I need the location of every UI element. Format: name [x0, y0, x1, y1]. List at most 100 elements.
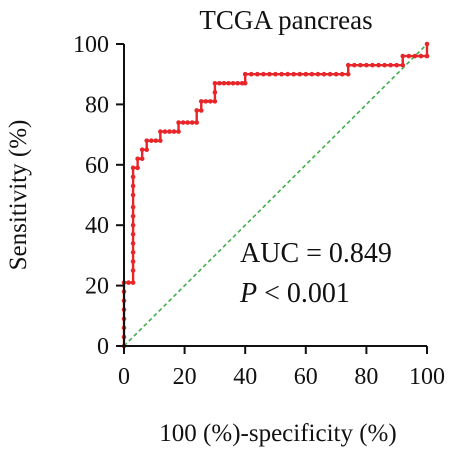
roc-point	[153, 138, 159, 143]
roc-point	[303, 71, 309, 77]
x-tick-label: 0	[118, 364, 130, 390]
roc-point	[285, 71, 290, 77]
roc-point	[217, 80, 222, 86]
roc-point	[176, 120, 181, 125]
roc-point	[339, 71, 345, 77]
roc-point	[279, 71, 284, 77]
p-value-text: < 0.001	[257, 278, 350, 309]
x-tick-label: 20	[173, 364, 197, 390]
roc-point	[130, 213, 136, 219]
roc-point	[351, 62, 357, 68]
roc-point	[135, 165, 140, 171]
roc-point	[130, 241, 136, 246]
x-axis-label: 100 (%)-specificity (%)	[159, 420, 396, 447]
roc-point	[130, 204, 136, 210]
roc-point	[315, 71, 321, 77]
roc-point	[327, 71, 333, 77]
y-axis-label: Sensitivity (%)	[5, 120, 32, 271]
roc-point	[130, 174, 136, 180]
y-tick-label: 100	[73, 32, 109, 58]
roc-point	[382, 62, 387, 68]
roc-point	[358, 62, 363, 68]
roc-point	[242, 80, 248, 86]
roc-point	[135, 156, 140, 162]
roc-point	[130, 222, 136, 228]
roc-point	[130, 250, 136, 255]
roc-point	[198, 108, 204, 113]
roc-point	[267, 71, 272, 77]
p-symbol: P	[239, 278, 257, 309]
roc-point	[167, 129, 172, 134]
roc-point	[148, 138, 154, 143]
roc-point	[221, 80, 227, 86]
chart-title: TCGA pancreas	[199, 5, 372, 35]
y-tick-label: 80	[85, 92, 109, 118]
roc-point	[194, 108, 200, 113]
y-tick-label: 20	[85, 274, 109, 300]
roc-point	[185, 120, 190, 125]
roc-point	[242, 71, 248, 77]
roc-point	[345, 71, 351, 77]
roc-point	[235, 80, 240, 86]
roc-point	[130, 259, 136, 264]
y-tick-label: 40	[85, 213, 109, 239]
roc-point	[364, 62, 369, 68]
roc-point	[158, 138, 163, 143]
roc-point	[345, 62, 351, 68]
roc-point	[139, 156, 145, 162]
roc-point	[226, 80, 231, 86]
x-tick-label: 60	[294, 364, 318, 390]
roc-point	[194, 120, 200, 125]
roc-point	[144, 138, 150, 143]
roc-point	[176, 129, 181, 134]
roc-point	[255, 71, 260, 77]
plot-area	[121, 41, 430, 349]
roc-point	[130, 268, 136, 273]
roc-point	[139, 147, 145, 152]
roc-point	[208, 99, 213, 104]
roc-point	[424, 41, 430, 47]
roc-point	[424, 53, 430, 59]
roc-point	[406, 53, 412, 59]
roc-point	[171, 129, 177, 134]
roc-point	[212, 80, 218, 86]
roc-point	[388, 62, 393, 68]
roc-point	[376, 62, 381, 68]
roc-point	[180, 120, 186, 125]
roc-point	[309, 71, 315, 77]
roc-point	[370, 62, 375, 68]
x-tick-label: 100	[409, 364, 445, 390]
roc-point	[130, 183, 136, 189]
roc-point	[162, 129, 168, 134]
roc-point	[203, 99, 209, 104]
roc-point	[212, 99, 218, 104]
x-tick-label: 40	[233, 364, 257, 390]
roc-point	[394, 62, 400, 68]
p-value-annotation: P < 0.001	[239, 278, 350, 309]
y-tick-label: 60	[85, 153, 109, 179]
roc-point	[130, 280, 136, 285]
roc-point	[130, 165, 136, 171]
x-tick-label: 80	[354, 364, 378, 390]
roc-point	[130, 231, 136, 237]
roc-point	[297, 71, 303, 77]
roc-point	[230, 80, 236, 86]
roc-point	[273, 71, 278, 77]
roc-point	[412, 53, 418, 59]
roc-point	[248, 71, 254, 77]
y-tick-label: 0	[97, 334, 109, 360]
roc-point	[212, 90, 218, 95]
auc-annotation: AUC = 0.849	[240, 238, 392, 269]
roc-point	[321, 71, 327, 77]
roc-point	[198, 99, 204, 104]
roc-point	[144, 147, 150, 152]
roc-point	[130, 192, 136, 198]
roc-point	[126, 280, 131, 285]
reference-diagonal-line	[123, 43, 428, 347]
roc-point	[418, 53, 424, 59]
roc-point	[291, 71, 296, 77]
roc-point	[400, 62, 406, 68]
roc-point	[261, 71, 266, 77]
